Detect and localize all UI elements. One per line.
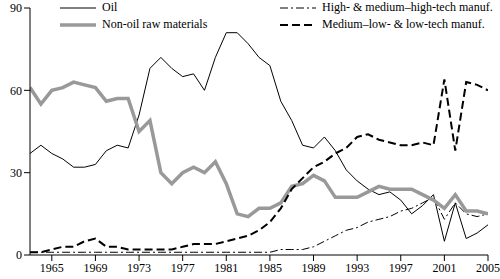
svg-text:1993: 1993 [345, 261, 369, 275]
svg-text:1965: 1965 [40, 261, 64, 275]
html-text:Oil: Oil [102, 0, 118, 14]
svg-text:30: 30 [10, 166, 22, 180]
svg-text:1997: 1997 [389, 261, 413, 275]
html-text:High- & medium–high-tech manuf: High- & medium–high-tech manuf. [322, 0, 493, 14]
svg-text:1977: 1977 [171, 261, 195, 275]
svg-text:1985: 1985 [258, 261, 282, 275]
html-text:Non-oil raw materials: Non-oil raw materials [102, 17, 208, 31]
svg-text:2005: 2005 [476, 261, 492, 275]
svg-text:90: 90 [10, 1, 22, 15]
svg-text:1981: 1981 [214, 261, 238, 275]
svg-text:1989: 1989 [302, 261, 326, 275]
svg-text:2001: 2001 [432, 261, 456, 275]
svg-text:1973: 1973 [127, 261, 151, 275]
svg-text:1969: 1969 [83, 261, 107, 275]
svg-text:0: 0 [16, 248, 22, 262]
html-text:Medium–low- & low-tech manuf.: Medium–low- & low-tech manuf. [322, 17, 485, 31]
svg-text:60: 60 [10, 84, 22, 98]
